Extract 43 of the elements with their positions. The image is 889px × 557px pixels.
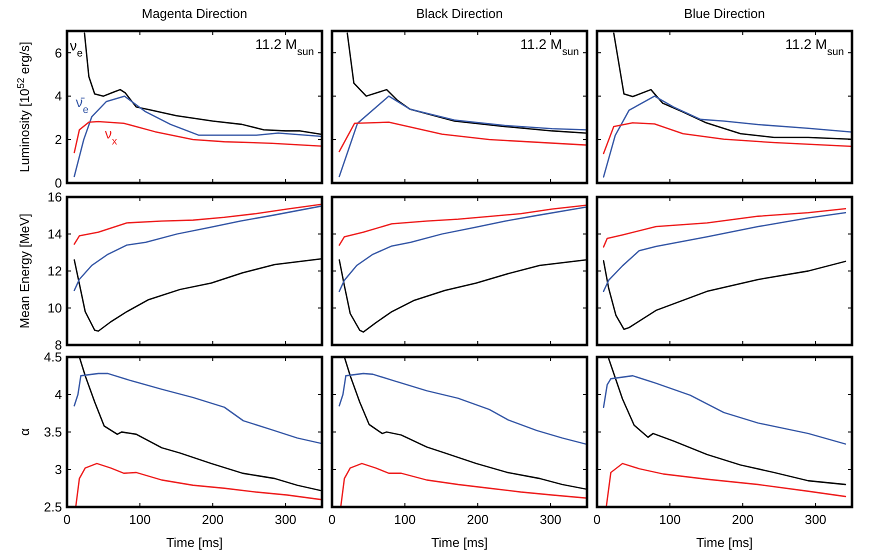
chart-title: Blue Direction xyxy=(684,6,765,21)
y-tick-label: 2 xyxy=(54,132,62,148)
chart-title: Black Direction xyxy=(416,6,503,21)
line-series xyxy=(74,372,322,444)
line-series xyxy=(74,95,322,178)
x-tick-label: 0 xyxy=(328,512,336,527)
line-series xyxy=(74,206,322,292)
annotation: 11.2 M$_{sun}$ xyxy=(255,36,314,58)
x-tick-label: 200 xyxy=(732,512,754,527)
y-tick-label: 2.5 xyxy=(44,500,62,515)
series-label: ν$_{e}$ xyxy=(70,38,83,60)
y-tick-label: 12 xyxy=(48,264,62,279)
y-tick-label: 4 xyxy=(54,88,62,104)
x-tick-label: 200 xyxy=(466,512,489,527)
x-tick-label: 100 xyxy=(659,512,681,527)
y-tick-label: 10 xyxy=(48,300,62,316)
y-tick-label: 0 xyxy=(54,176,62,191)
y-tick-label: 4 xyxy=(54,387,62,402)
y-tick-label: 14 xyxy=(48,226,62,242)
x-axis-title: Time [ms] xyxy=(696,535,753,550)
x-axis-title: Time [ms] xyxy=(431,535,488,550)
x-tick-label: 300 xyxy=(540,512,562,527)
x-tick-label: 100 xyxy=(394,512,416,527)
y-tick-label: 16 xyxy=(48,190,62,205)
line-series xyxy=(75,462,322,507)
y-axis-title: α xyxy=(17,428,32,436)
x-axis-title: Time [ms] xyxy=(166,535,223,550)
x-tick-label: 100 xyxy=(129,512,151,527)
series-label: ν̄$_{e}$ xyxy=(76,94,89,116)
chart-title: Magenta Direction xyxy=(142,6,248,21)
y-tick-label: 3.5 xyxy=(44,424,62,440)
y-axis-title: Mean Energy [MeV] xyxy=(17,214,32,328)
annotation: 11.2 M$_{sun}$ xyxy=(785,36,844,58)
line-series xyxy=(74,120,322,154)
x-tick-label: 0 xyxy=(593,512,601,527)
y-tick-label: 6 xyxy=(54,45,62,60)
x-tick-label: 300 xyxy=(274,512,296,527)
y-tick-label: 3 xyxy=(54,462,62,478)
x-tick-label: 300 xyxy=(804,512,826,527)
line-series xyxy=(74,204,322,245)
series-label: ν$_{x}$ xyxy=(104,125,118,148)
annotation: 11.2 M$_{sun}$ xyxy=(520,36,580,58)
x-tick-label: 200 xyxy=(202,512,224,527)
